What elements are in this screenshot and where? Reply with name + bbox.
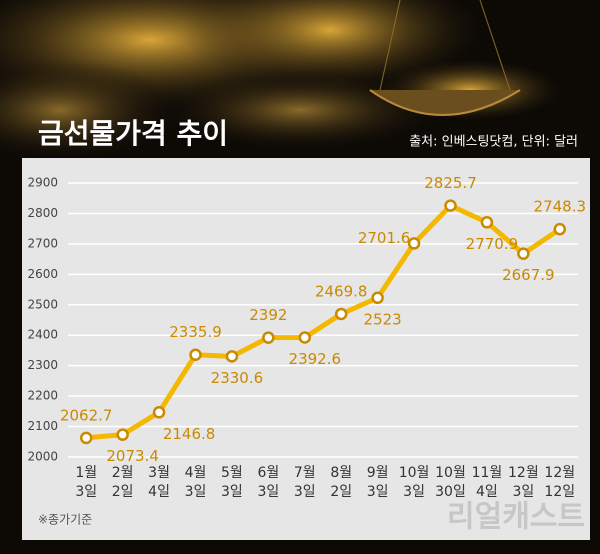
x-tick-label: 3일 [294,484,316,500]
value-label: 2062.7 [60,406,113,424]
value-label: 2335.9 [169,323,222,341]
title: 금선물가격 추이 [38,117,228,150]
point [480,216,494,229]
x-tick-label: 3일 [367,484,389,500]
value-label: 2392 [249,306,287,324]
point [225,350,239,363]
point [79,431,93,445]
point [553,222,567,236]
note: ※종가기준 [38,513,92,527]
line [85,203,562,441]
x-tick-label: 2일 [330,484,352,500]
value-label: 2667.9 [502,266,555,284]
x-tick-label: 2월 [112,465,134,481]
point [334,307,348,321]
value-label: 2748.3 [534,198,587,216]
y-tick-label: 2100 [27,419,58,433]
x-tick-label: 8월 [330,465,352,481]
value-label: 2330.6 [211,369,264,387]
x-tick-label: 3월 [148,465,170,481]
y-tick-label: 2800 [27,206,58,220]
y-tick-label: 2200 [27,389,58,403]
x-tick-label: 10월 [435,465,466,481]
point [189,348,202,361]
value-label: 2770.9 [466,235,519,253]
x-tick-label: 3일 [257,484,279,500]
x-tick-label: 3일 [75,484,97,500]
y-tick-label: 2400 [27,328,58,342]
y-tick-label: 2600 [27,267,58,281]
x-tick-label: 12월 [544,465,575,481]
x-tick-label: 9월 [367,465,389,481]
header-image [0,0,560,160]
x-tick-label: 10월 [399,465,430,481]
x-tick-label: 12월 [508,465,539,481]
x-tick-label: 7월 [294,465,316,481]
point [152,406,166,419]
x-tick-label: 3일 [512,484,534,500]
x-tick-label: 3일 [185,484,207,500]
source: 출처: 인베스팅닷컴, 단위: 달러 [409,135,578,150]
x-tick-label: 5월 [221,465,243,481]
value-label: 2701.6 [358,229,411,247]
watermark: 리얼캐스트 [447,500,585,535]
x-tick-label: 12일 [544,484,575,500]
x-tick-label: 3일 [403,484,425,500]
x-tick-label: 1월 [75,465,97,481]
y-tick-label: 2500 [27,297,58,311]
x-tick-label: 4월 [185,465,207,481]
point [262,331,275,344]
value-label: 2469.8 [315,282,368,300]
point [517,247,530,260]
value-label: 2146.8 [163,425,216,443]
y-tick-label: 2300 [27,358,58,372]
value-label: 2523 [364,310,402,328]
point [116,428,129,441]
y-tick-label: 2900 [27,176,58,190]
point [407,237,421,250]
x-tick-label: 4일 [476,484,498,500]
value-label: 2392.6 [289,350,342,368]
x-tick-label: 2일 [112,484,134,500]
x-tick-label: 4일 [148,484,170,500]
x-tick-label: 11월 [472,465,503,481]
point [371,291,384,305]
x-tick-label: 6월 [257,465,279,481]
value-label: 2825.7 [424,174,477,192]
value-label: 2073.4 [106,447,159,465]
y-tick-label: 2000 [27,450,58,464]
y-tick-label: 2700 [27,236,58,250]
point [444,199,457,212]
x-tick-label: 30일 [435,484,466,500]
point [298,331,312,344]
panel [22,158,590,540]
x-tick-label: 3일 [221,484,243,500]
